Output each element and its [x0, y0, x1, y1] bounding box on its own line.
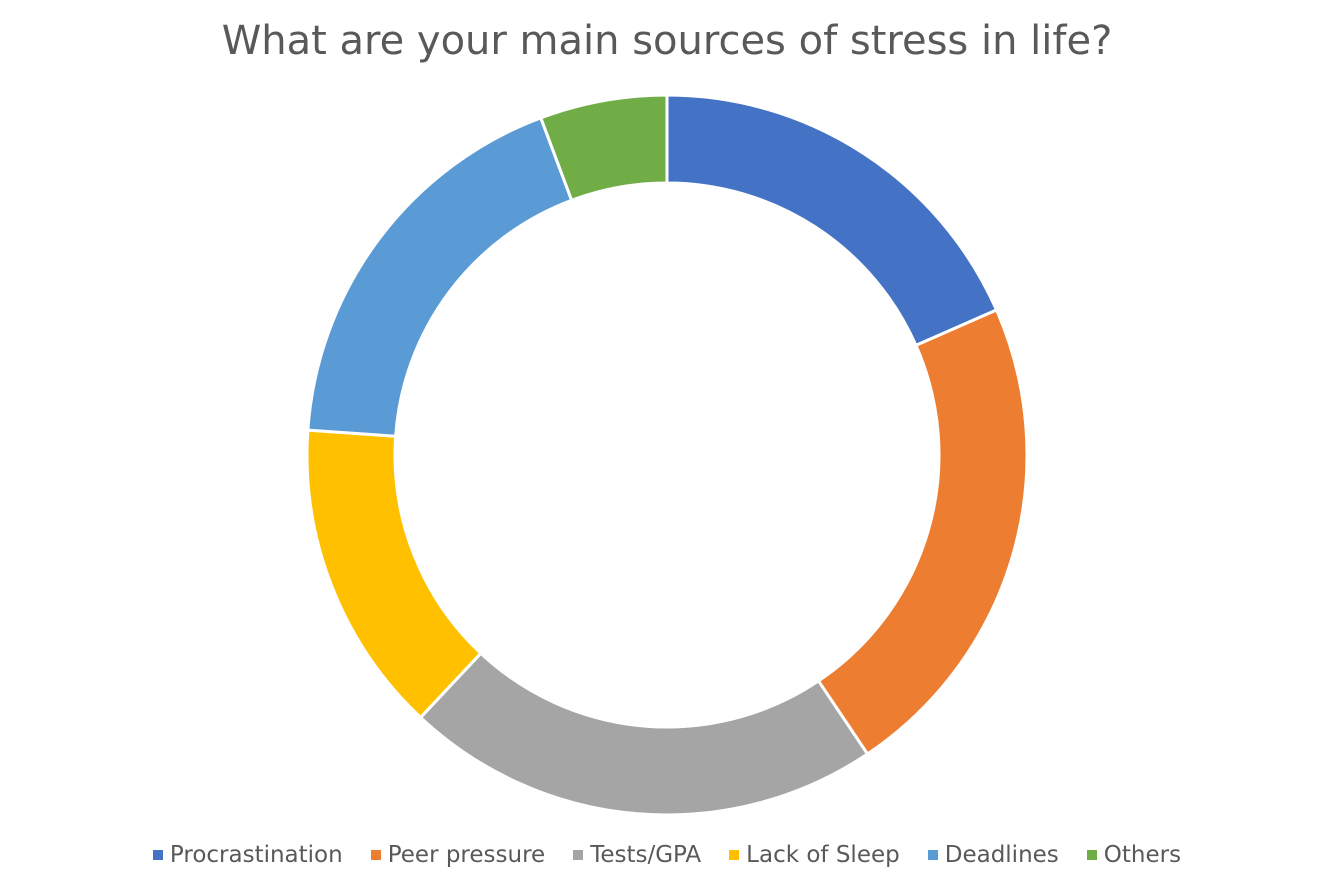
donut-slice-peer-pressure [816, 307, 1029, 757]
donut-slice-others [538, 93, 669, 203]
legend-swatch-tests-gpa [573, 850, 584, 860]
legend-label-peer-pressure: Peer pressure [387, 842, 546, 868]
legend: Procrastination Peer pressure Tests/GPA Lac… [0, 842, 1334, 868]
legend-item-peer-pressure: Peer pressure [370, 842, 546, 868]
legend-swatch-others [1086, 850, 1097, 860]
legend-swatch-lack-of-sleep [729, 850, 740, 860]
legend-item-lack-of-sleep: Lack of Sleep [729, 842, 900, 868]
legend-item-tests-gpa: Tests/GPA [573, 842, 701, 868]
chart-title: What are your main sources of stress in … [221, 18, 1113, 64]
legend-label-others: Others [1103, 842, 1182, 868]
legend-item-procrastination: Procrastination [152, 842, 343, 868]
legend-item-deadlines: Deadlines [927, 842, 1059, 868]
legend-label-deadlines: Deadlines [944, 842, 1059, 868]
legend-label-procrastination: Procrastination [169, 842, 343, 868]
legend-swatch-peer-pressure [370, 850, 381, 860]
donut-slice-procrastination [665, 93, 999, 348]
legend-swatch-deadlines [927, 850, 938, 860]
legend-label-tests-gpa: Tests/GPA [590, 842, 702, 868]
legend-swatch-procrastination [152, 850, 163, 860]
legend-item-others: Others [1086, 842, 1182, 868]
donut-slice-deadlines [306, 115, 574, 438]
legend-label-lack-of-sleep: Lack of Sleep [746, 842, 900, 868]
donut-slice-tests-gpa [418, 651, 870, 817]
donut-slice-lack-of-sleep [305, 428, 483, 720]
